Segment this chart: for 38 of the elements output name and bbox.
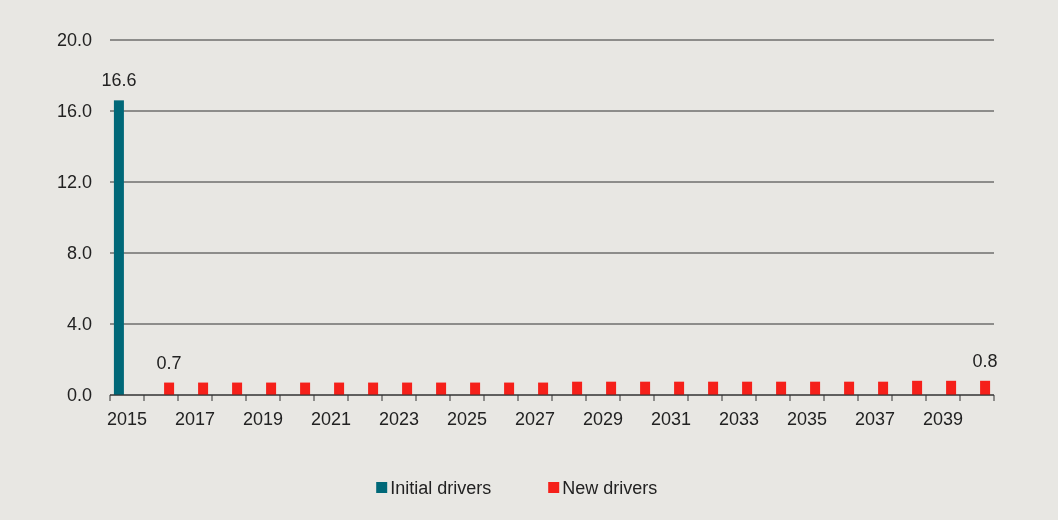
bar <box>113 100 124 395</box>
x-tick-label: 2029 <box>582 409 624 429</box>
bar <box>742 381 753 395</box>
x-tick-label: 2033 <box>718 409 760 429</box>
bar <box>946 380 957 395</box>
x-tick-label: 2015 <box>106 409 148 429</box>
x-tick-label: 2035 <box>786 409 828 429</box>
data-label: 16.6 <box>101 70 137 91</box>
bar <box>572 381 583 395</box>
x-tick-label: 2027 <box>514 409 556 429</box>
x-tick-label: 2025 <box>446 409 488 429</box>
data-label: 0.7 <box>156 352 182 373</box>
data-label: 0.8 <box>972 350 998 371</box>
y-tick-label: 20.0 <box>56 30 92 51</box>
bar <box>810 381 821 395</box>
x-tick-label: 2023 <box>378 409 420 429</box>
x-tick-label: 2019 <box>242 409 284 429</box>
bar <box>844 381 855 395</box>
legend-label: New drivers <box>562 478 658 499</box>
bar <box>912 380 923 395</box>
bar <box>674 381 685 395</box>
x-tick-label: 2039 <box>922 409 964 429</box>
y-tick-label: 4.0 <box>66 314 92 335</box>
y-tick-label: 0.0 <box>66 385 92 406</box>
y-tick-label: 8.0 <box>66 243 92 264</box>
x-tick-label: 2021 <box>310 409 352 429</box>
bar <box>606 381 617 395</box>
x-tick-label: 2037 <box>854 409 896 429</box>
bar <box>776 381 787 395</box>
legend-label: Initial drivers <box>390 478 492 499</box>
bar <box>640 381 651 395</box>
bar <box>708 381 719 395</box>
bar <box>878 381 889 395</box>
bar <box>980 380 991 395</box>
y-tick-label: 16.0 <box>56 101 92 122</box>
x-tick-label: 2031 <box>650 409 692 429</box>
x-tick-label: 2017 <box>174 409 216 429</box>
y-tick-label: 12.0 <box>56 172 92 193</box>
